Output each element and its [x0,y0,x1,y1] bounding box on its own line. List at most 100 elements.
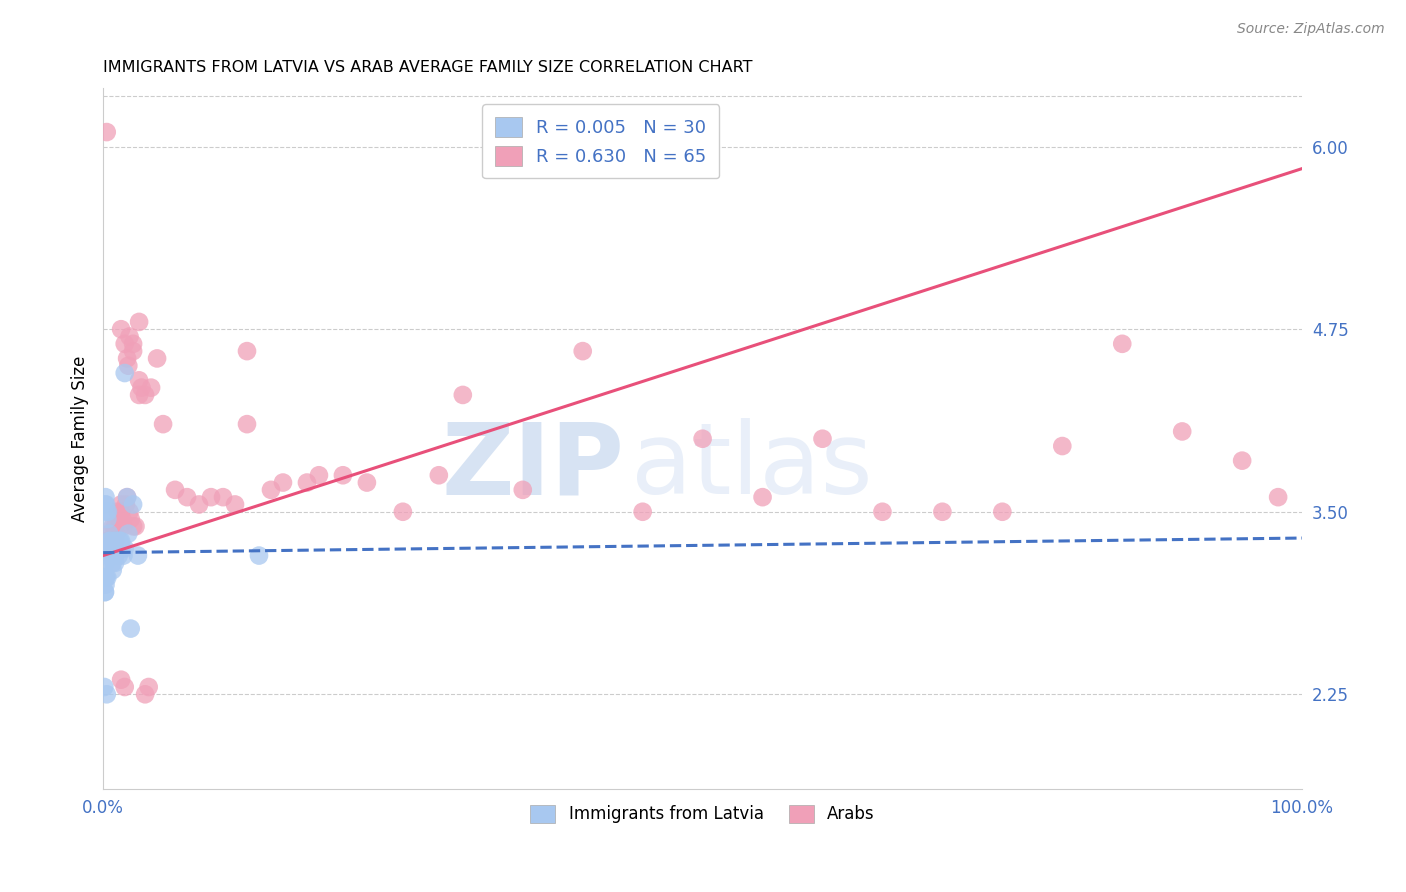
Point [101,563,124,577]
Point [108,533,131,548]
Point [98,533,121,548]
Point [991,505,1014,519]
Point [108,519,131,533]
Point [100,533,122,548]
Point [96,541,118,556]
Point [114,680,136,694]
Point [100,549,122,563]
Point [120,622,142,636]
Y-axis label: Average Family Size: Average Family Size [72,356,89,522]
Point [1230,453,1253,467]
Point [631,505,654,519]
Point [1052,439,1074,453]
Text: ZIP: ZIP [441,418,624,516]
Point [131,381,153,395]
Point [105,533,128,548]
Text: IMMIGRANTS FROM LATVIA VS ARAB AVERAGE FAMILY SIZE CORRELATION CHART: IMMIGRANTS FROM LATVIA VS ARAB AVERAGE F… [103,60,752,75]
Point [96,512,118,526]
Point [105,541,128,556]
Text: atlas: atlas [631,418,872,516]
Legend: Immigrants from Latvia, Arabs: Immigrants from Latvia, Arabs [520,795,884,833]
Point [512,483,534,497]
Point [103,526,125,541]
Point [98,541,121,556]
Point [224,498,246,512]
Point [94,498,117,512]
Point [692,432,714,446]
Point [110,533,132,548]
Point [115,490,138,504]
Point [128,315,150,329]
Text: Source: ZipAtlas.com: Source: ZipAtlas.com [1237,22,1385,37]
Point [112,519,135,533]
Point [105,526,128,541]
Point [120,512,142,526]
Point [1111,336,1133,351]
Point [931,505,953,519]
Point [165,483,187,497]
Point [112,549,135,563]
Point [872,505,894,519]
Point [115,490,138,504]
Point [110,673,132,687]
Point [94,578,117,592]
Point [101,556,124,570]
Point [98,526,121,541]
Point [107,512,129,526]
Point [124,519,146,533]
Point [111,541,134,556]
Point [98,526,121,541]
Point [128,373,150,387]
Point [128,388,150,402]
Point [110,498,132,512]
Point [94,585,117,599]
Point [107,505,129,519]
Point [451,388,474,402]
Point [308,468,330,483]
Point [104,541,127,556]
Point [104,533,127,548]
Point [188,498,211,512]
Point [97,541,120,556]
Point [110,322,132,336]
Point [97,549,120,563]
Point [212,490,235,504]
Point [107,549,129,563]
Point [117,359,139,373]
Point [1267,490,1289,504]
Point [122,519,145,533]
Point [751,490,773,504]
Point [200,490,222,504]
Point [98,533,121,548]
Point [115,351,138,366]
Point [247,549,270,563]
Point [356,475,378,490]
Point [122,336,145,351]
Point [114,541,136,556]
Point [94,570,117,584]
Point [96,570,118,584]
Point [1171,425,1194,439]
Point [127,549,149,563]
Point [110,505,132,519]
Point [104,519,127,533]
Point [332,468,354,483]
Point [104,556,127,570]
Point [94,585,117,599]
Point [97,505,120,519]
Point [152,417,174,431]
Point [114,336,136,351]
Point [96,505,118,519]
Point [94,556,117,570]
Point [138,680,160,694]
Point [104,549,127,563]
Point [260,483,283,497]
Point [139,381,162,395]
Point [98,533,121,548]
Point [122,498,145,512]
Point [115,498,138,512]
Point [236,344,259,359]
Point [94,490,117,504]
Point [114,366,136,380]
Point [94,498,117,512]
